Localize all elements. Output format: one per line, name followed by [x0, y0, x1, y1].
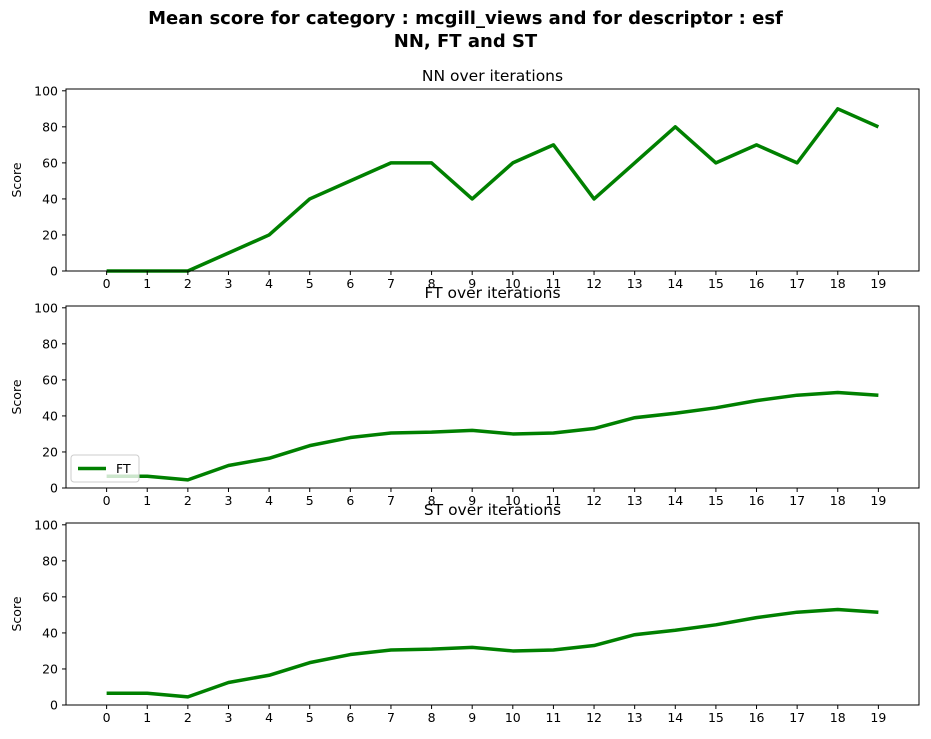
chart2-title: FT over iterations — [424, 284, 560, 302]
chart3-series-line — [106, 607, 879, 699]
chart1-xtick-label-7: 7 — [387, 276, 395, 291]
chart2-xtick-label-11: 11 — [545, 493, 561, 508]
chart2-xtick-label-2: 2 — [184, 493, 192, 508]
chart3-xtick-label-15: 15 — [708, 710, 724, 725]
chart3-xtick-label-4: 4 — [265, 710, 273, 725]
chart2-xtick-label-4: 4 — [265, 493, 273, 508]
chart1-series-line — [106, 107, 880, 273]
chart1-xtick-label-1: 1 — [143, 276, 151, 291]
chart2-xtick-label-0: 0 — [103, 493, 111, 508]
chart1-ylabel: Score — [9, 162, 24, 197]
chart1-xtick-label-2: 2 — [184, 276, 192, 291]
chart1-xtick-label-11: 11 — [545, 276, 561, 291]
chart1-xtick-label-14: 14 — [667, 276, 683, 291]
chart1-xtick-label-19: 19 — [870, 276, 886, 291]
chart1-frame — [65, 88, 920, 272]
chart2-xtick-label-7: 7 — [387, 493, 395, 508]
chart1-xtick-label-18: 18 — [830, 276, 846, 291]
chart2-xtick-label-10: 10 — [505, 493, 521, 508]
chart1-xtick-label-13: 13 — [627, 276, 643, 291]
chart2-series-line — [106, 390, 879, 482]
chart1-ytick-label-0: 0 — [50, 264, 58, 279]
chart1-title: NN over iterations — [422, 67, 563, 85]
chart3-xtick-label-17: 17 — [789, 710, 805, 725]
chart2-ytick-label-60: 60 — [42, 372, 58, 387]
chart3-ytick-label-20: 20 — [42, 661, 58, 676]
chart3-xtick-label-13: 13 — [627, 710, 643, 725]
chart2-xtick-label-19: 19 — [870, 493, 886, 508]
chart2-xtick-label-5: 5 — [306, 493, 314, 508]
chart3-ytick-label-80: 80 — [42, 553, 58, 568]
figure-title-line2: NN, FT and ST — [393, 31, 538, 52]
chart1-xtick-label-8: 8 — [428, 276, 436, 291]
chart3-frame — [65, 522, 920, 706]
chart2-frame — [65, 305, 920, 489]
chart3-xtick-label-18: 18 — [830, 710, 846, 725]
chart3-xtick-label-10: 10 — [505, 710, 521, 725]
chart3-title: ST over iterations — [424, 501, 561, 519]
chart1-xtick-label-5: 5 — [306, 276, 314, 291]
chart1-ytick-label-80: 80 — [42, 119, 58, 134]
chart3-xtick-label-2: 2 — [184, 710, 192, 725]
chart3-ytick-label-100: 100 — [34, 517, 58, 532]
chart2-ytick-label-20: 20 — [42, 444, 58, 459]
chart3-ytick-label-60: 60 — [42, 589, 58, 604]
chart3-xtick-label-6: 6 — [346, 710, 354, 725]
figure-title-line1: Mean score for category : mcgill_views a… — [148, 8, 783, 29]
chart2-ytick-label-0: 0 — [50, 481, 58, 496]
chart2-ytick-label-40: 40 — [42, 408, 58, 423]
chart2-ytick-label-80: 80 — [42, 336, 58, 351]
chart2-ylabel: Score — [9, 379, 24, 414]
chart1-xtick-label-15: 15 — [708, 276, 724, 291]
chart3-xtick-label-19: 19 — [870, 710, 886, 725]
chart2-xtick-label-12: 12 — [586, 493, 602, 508]
chart1-ytick-label-100: 100 — [34, 83, 58, 98]
chart3-xtick-label-11: 11 — [545, 710, 561, 725]
chart1-xtick-label-10: 10 — [505, 276, 521, 291]
chart1-xtick-label-16: 16 — [749, 276, 765, 291]
chart1-ytick-label-20: 20 — [42, 227, 58, 242]
chart1-xtick-label-17: 17 — [789, 276, 805, 291]
chart3-xtick-label-3: 3 — [224, 710, 232, 725]
chart2-xtick-label-15: 15 — [708, 493, 724, 508]
chart2-legend-label: FT — [116, 461, 131, 476]
chart2-xtick-label-17: 17 — [789, 493, 805, 508]
chart1-xtick-label-4: 4 — [265, 276, 273, 291]
chart2-xtick-label-1: 1 — [143, 493, 151, 508]
chart1-xtick-label-3: 3 — [224, 276, 232, 291]
chart2-ytick-label-100: 100 — [34, 300, 58, 315]
chart2-xtick-label-13: 13 — [627, 493, 643, 508]
chart3-xtick-label-0: 0 — [103, 710, 111, 725]
chart2-xtick-label-8: 8 — [428, 493, 436, 508]
chart3-xtick-label-12: 12 — [586, 710, 602, 725]
chart3-ytick-label-40: 40 — [42, 625, 58, 640]
chart3-xtick-label-14: 14 — [667, 710, 683, 725]
chart3-xtick-label-1: 1 — [143, 710, 151, 725]
chart3-xtick-label-9: 9 — [468, 710, 476, 725]
chart3-xtick-label-16: 16 — [749, 710, 765, 725]
chart2-xtick-label-3: 3 — [224, 493, 232, 508]
chart1-ytick-label-60: 60 — [42, 155, 58, 170]
chart2-xtick-label-6: 6 — [346, 493, 354, 508]
chart2-xtick-label-9: 9 — [468, 493, 476, 508]
chart3-xtick-label-7: 7 — [387, 710, 395, 725]
chart3-xtick-label-8: 8 — [428, 710, 436, 725]
chart3-ytick-label-0: 0 — [50, 698, 58, 713]
chart1-xtick-label-12: 12 — [586, 276, 602, 291]
chart3-xtick-label-5: 5 — [306, 710, 314, 725]
chart2-xtick-label-14: 14 — [667, 493, 683, 508]
chart1-ytick-label-40: 40 — [42, 191, 58, 206]
chart1-xtick-label-0: 0 — [103, 276, 111, 291]
chart1-xtick-label-9: 9 — [468, 276, 476, 291]
chart2-xtick-label-16: 16 — [749, 493, 765, 508]
chart3-ylabel: Score — [9, 596, 24, 631]
chart1-xtick-label-6: 6 — [346, 276, 354, 291]
chart2-xtick-label-18: 18 — [830, 493, 846, 508]
